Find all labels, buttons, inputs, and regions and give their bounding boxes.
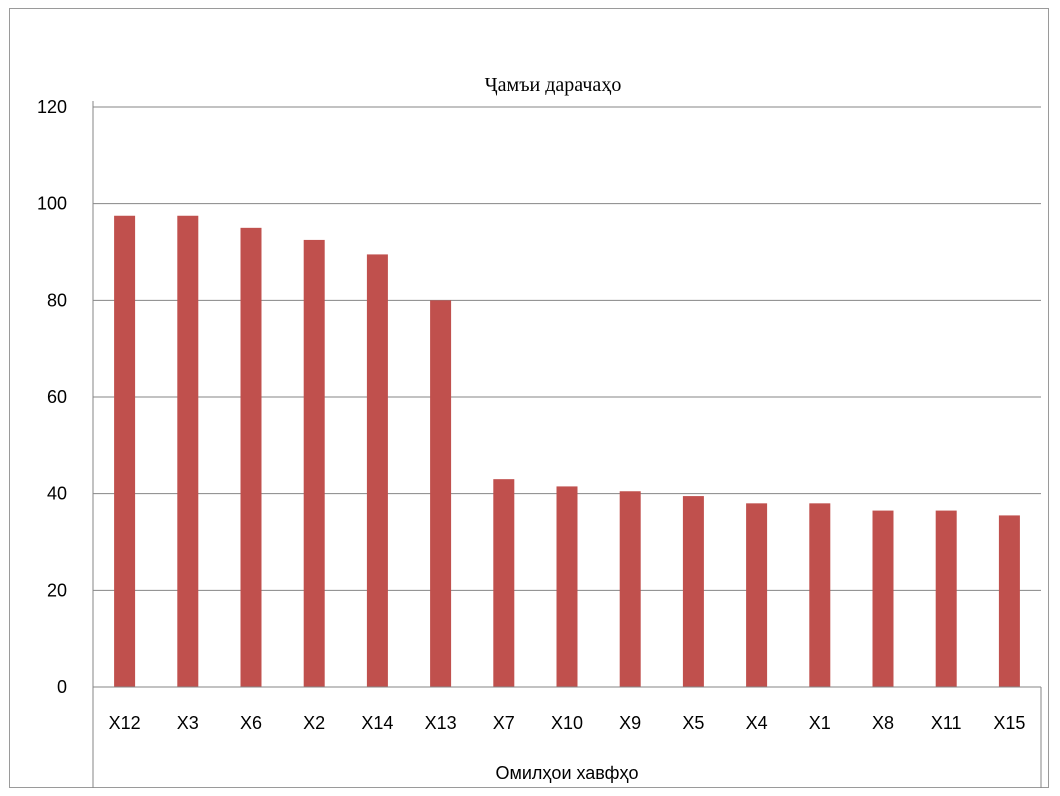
y-tick-label: 40 <box>47 484 67 504</box>
x-tick-label: X12 <box>109 713 141 733</box>
x-tick-label: X7 <box>493 713 515 733</box>
bar-x11 <box>935 510 957 687</box>
x-tick-label: X2 <box>303 713 325 733</box>
bar-x5 <box>682 496 704 687</box>
bar-x10 <box>556 486 578 687</box>
y-tick-label: 80 <box>47 290 67 310</box>
x-tick-label: X15 <box>993 713 1025 733</box>
bar-x7 <box>493 479 515 687</box>
x-tick-label: X6 <box>240 713 262 733</box>
x-tick-labels: X12 X3 X6 X2 X14 X13 X7 X10 X9 X5 X4 X1 X8 X11 X15 <box>109 713 1026 733</box>
bar-x1 <box>809 503 831 687</box>
axes <box>92 101 1042 788</box>
y-tick-labels: 0 20 40 60 80 100 120 <box>37 97 67 697</box>
bar-x14 <box>366 254 388 687</box>
y-tick-label: 100 <box>37 194 67 214</box>
x-tick-label: X11 <box>931 713 962 733</box>
x-tick-label: X10 <box>551 713 583 733</box>
x-tick-label: X3 <box>177 713 199 733</box>
bar-x3 <box>177 215 199 687</box>
x-tick-label: X4 <box>746 713 768 733</box>
y-tick-label: 0 <box>57 677 67 697</box>
x-tick-label: X13 <box>425 713 457 733</box>
x-tick-label: X14 <box>361 713 393 733</box>
x-tick-label: X9 <box>619 713 641 733</box>
bars <box>114 215 1020 688</box>
bar-x2 <box>303 239 325 687</box>
bar-x13 <box>430 300 452 687</box>
bar-x8 <box>872 510 894 687</box>
bar-x12 <box>114 215 136 687</box>
chart-title: Ҷамъи дарачаҳо <box>485 74 622 96</box>
bar-x9 <box>619 491 641 687</box>
y-tick-label: 20 <box>47 580 67 600</box>
x-tick-label: X1 <box>809 713 831 733</box>
bar-x4 <box>746 503 768 687</box>
bar-x15 <box>998 515 1020 687</box>
x-tick-label: X8 <box>872 713 894 733</box>
y-tick-label: 120 <box>37 97 67 117</box>
x-tick-label: X5 <box>682 713 704 733</box>
bar-x6 <box>240 227 262 688</box>
x-axis-label: Омилҳои хавфҳо <box>496 763 639 783</box>
y-tick-label: 60 <box>47 387 67 407</box>
